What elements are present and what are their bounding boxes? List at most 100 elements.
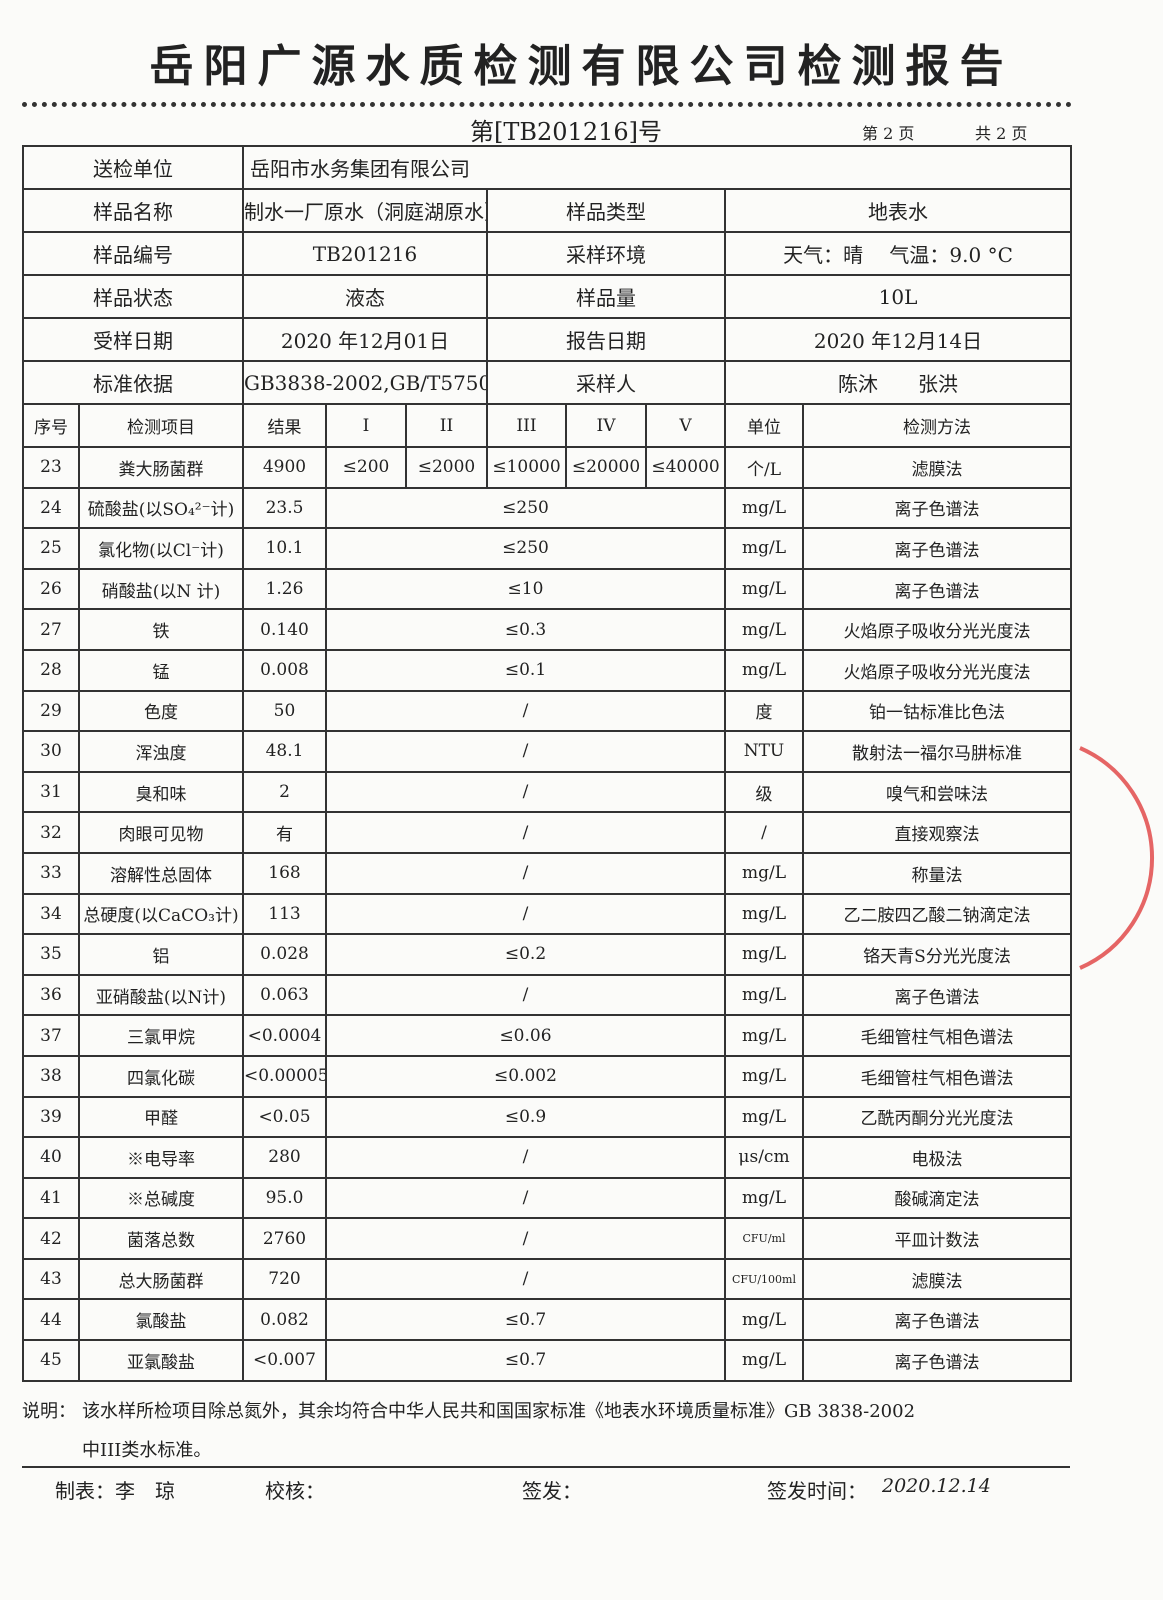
cell: 44 [22,1298,80,1342]
cell: CFU/100ml [724,1257,804,1301]
cell: 4900 [242,446,327,489]
cell: 亚硝酸盐(以N计) [78,973,244,1017]
table-row: 受样日期 2020 年12月01日 报告日期 2020 年12月14日 [22,317,1072,362]
cell: ≤10000 [486,446,567,489]
cell: 36 [22,973,80,1017]
cell: NTU [724,730,804,773]
cell: 23 [22,446,80,489]
table-row: 38 四氯化碳 <0.00005 ≤0.002 mg/L 毛细管柱气相色谱法 [22,1054,1072,1098]
cell: 30 [22,730,80,773]
cell: 甲醛 [78,1095,244,1139]
cell: 50 [242,689,327,733]
cell: 检测项目 [78,403,244,448]
cell: 720 [242,1257,327,1301]
cell: 序号 [22,403,80,448]
cell: 23.5 [242,486,327,530]
cell: 2020 年12月14日 [724,317,1072,362]
cell: ≤250 [325,527,726,570]
cell: 乙酰丙酮分光光度法 [802,1095,1072,1139]
cell: 臭和味 [78,770,244,814]
cell: 离子色谱法 [802,567,1072,611]
cell: mg/L [724,527,804,570]
cell: 样品量 [486,274,726,319]
cell: 113 [242,892,327,936]
cell: 铂一钴标准比色法 [802,689,1072,733]
cell: 采样环境 [486,231,726,276]
cell: 样品编号 [22,231,244,276]
cell: 粪大肠菌群 [78,446,244,489]
cell: 液态 [242,274,488,319]
report-table: 送检单位 岳阳市水务集团有限公司 样品名称 制水一厂原水（洞庭湖原水） 样品类型 地表水样… [22,145,1072,1382]
page-total: 共 2 页 [975,124,1028,143]
cell: 单位 [724,403,804,448]
cell: 检测方法 [802,403,1072,448]
cell: mg/L [724,851,804,895]
cell: 离子色谱法 [802,1339,1072,1382]
cell: ≤0.06 [325,1014,726,1057]
cell: mg/L [724,892,804,936]
note-label: 说明： [22,1401,76,1422]
cell: mg/L [724,567,804,611]
cell: mg/L [724,608,804,651]
table-row: 36 亚硝酸盐(以N计) 0.063/mg/L 离子色谱法 [22,973,1072,1017]
cell: ≤0.3 [325,608,726,651]
cell: ※总碱度 [78,1176,244,1220]
cell: 离子色谱法 [802,1298,1072,1342]
cell: ≤10 [325,567,726,611]
cell: ≤0.2 [325,933,726,976]
cell: 24 [22,486,80,530]
table-row: 25 氯化物(以Cl⁻计) 10.1 ≤250 mg/L 离子色谱法 [22,527,1072,570]
cell: mg/L [724,1095,804,1139]
cell: 四氯化碳 [78,1054,244,1098]
cell: GB3838-2002,GB/T5750-2006 [242,360,488,405]
cell: 三氯甲烷 [78,1014,244,1057]
cell: 总硬度(以CaCO₃计) [78,892,244,936]
cell: 37 [22,1014,80,1057]
cell: 氯酸盐 [78,1298,244,1342]
cell: ≤250 [325,486,726,530]
issue-date: 2020.12.14 [882,1475,991,1497]
cell: 铁 [78,608,244,651]
cell: 48.1 [242,730,327,773]
cell: 锰 [78,648,244,692]
cell: 酸碱滴定法 [802,1176,1072,1220]
cell: 硫酸盐(以SO₄²⁻计) [78,486,244,530]
cell: 29 [22,689,80,733]
cell: 肉眼可见物 [78,811,244,854]
table-row: 样品名称 制水一厂原水（洞庭湖原水） 样品类型 地表水 [22,188,1072,233]
cell: μs/cm [724,1136,804,1179]
table-row: 28 锰 0.008 ≤0.1 mg/L 火焰原子吸收分光光度法 [22,648,1072,692]
report-no: 第[TB201216]号 [470,118,662,146]
cell: 滤膜法 [802,446,1072,489]
table-row: 42 菌落总数 2760/CFU/ml 平皿计数法 [22,1217,1072,1260]
cell: / [325,973,726,1017]
table-row: 45 亚氯酸盐 <0.007 ≤0.7 mg/L 离子色谱法 [22,1339,1072,1382]
cell: 天气：晴 气温：9.0 °C [724,231,1072,276]
cell: ≤0.002 [325,1054,726,1098]
title: 岳阳广源水质检测有限公司检测报告 [149,41,1014,92]
cell: / [724,811,804,854]
cell: 离子色谱法 [802,527,1072,570]
cell: 34 [22,892,80,936]
cell: 制水一厂原水（洞庭湖原水） [242,188,488,233]
cell: ≤0.7 [325,1298,726,1342]
cell: 级 [724,770,804,814]
cell: 有 [242,811,327,854]
cell: / [325,892,726,936]
table-row: 26 硝酸盐(以N 计) 1.26 ≤10 mg/L 离子色谱法 [22,567,1072,611]
cell: 毛细管柱气相色谱法 [802,1054,1072,1098]
cell: 菌落总数 [78,1217,244,1260]
cell: / [325,1136,726,1179]
cell: 电极法 [802,1136,1072,1179]
cell: 样品状态 [22,274,244,319]
cell: mg/L [724,486,804,530]
cell: 浑浊度 [78,730,244,773]
cell: 岳阳市水务集团有限公司 [242,145,1072,190]
cell: 氯化物(以Cl⁻计) [78,527,244,570]
cell: 送检单位 [22,145,244,190]
cell: 42 [22,1217,80,1260]
cell: 地表水 [724,188,1072,233]
cell: mg/L [724,648,804,692]
cell: <0.007 [242,1339,327,1382]
